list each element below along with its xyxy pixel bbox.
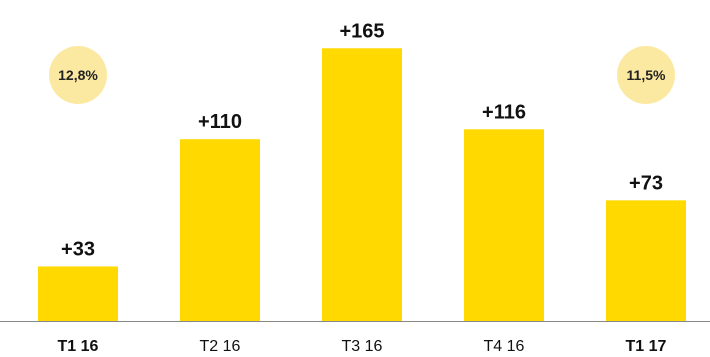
callout-bubble-2: [617, 46, 675, 104]
value-label-t1-17: +73: [629, 172, 663, 194]
category-label-t2-16: T2 16: [200, 338, 241, 355]
category-label-t4-16: T4 16: [484, 338, 525, 355]
callout-text-1: 12,8%: [58, 67, 98, 83]
value-label-t2-16: +110: [198, 111, 242, 133]
callout-bubbles-group: [49, 46, 675, 104]
bar-t3-16: [322, 48, 402, 321]
value-label-t1-16: +33: [61, 238, 95, 260]
category-label-t1-16: T1 16: [58, 338, 99, 355]
callout-bubble-1: [49, 46, 107, 104]
category-label-t3-16: T3 16: [342, 338, 383, 355]
bar-t2-16: [180, 139, 260, 321]
labels-group: +33 T1 16 +110 T2 16 +165 T3 16 +116 T4 16 +73 T1…: [58, 20, 667, 355]
category-label-t1-17: T1 17: [626, 338, 667, 355]
bar-t1-17: [606, 200, 686, 321]
bar-t4-16: [464, 129, 544, 321]
value-label-t4-16: +116: [482, 101, 526, 123]
bars-group: [38, 48, 686, 321]
value-label-t3-16: +165: [339, 20, 384, 42]
bar-t1-16: [38, 266, 118, 321]
callout-text-2: 11,5%: [627, 67, 666, 83]
